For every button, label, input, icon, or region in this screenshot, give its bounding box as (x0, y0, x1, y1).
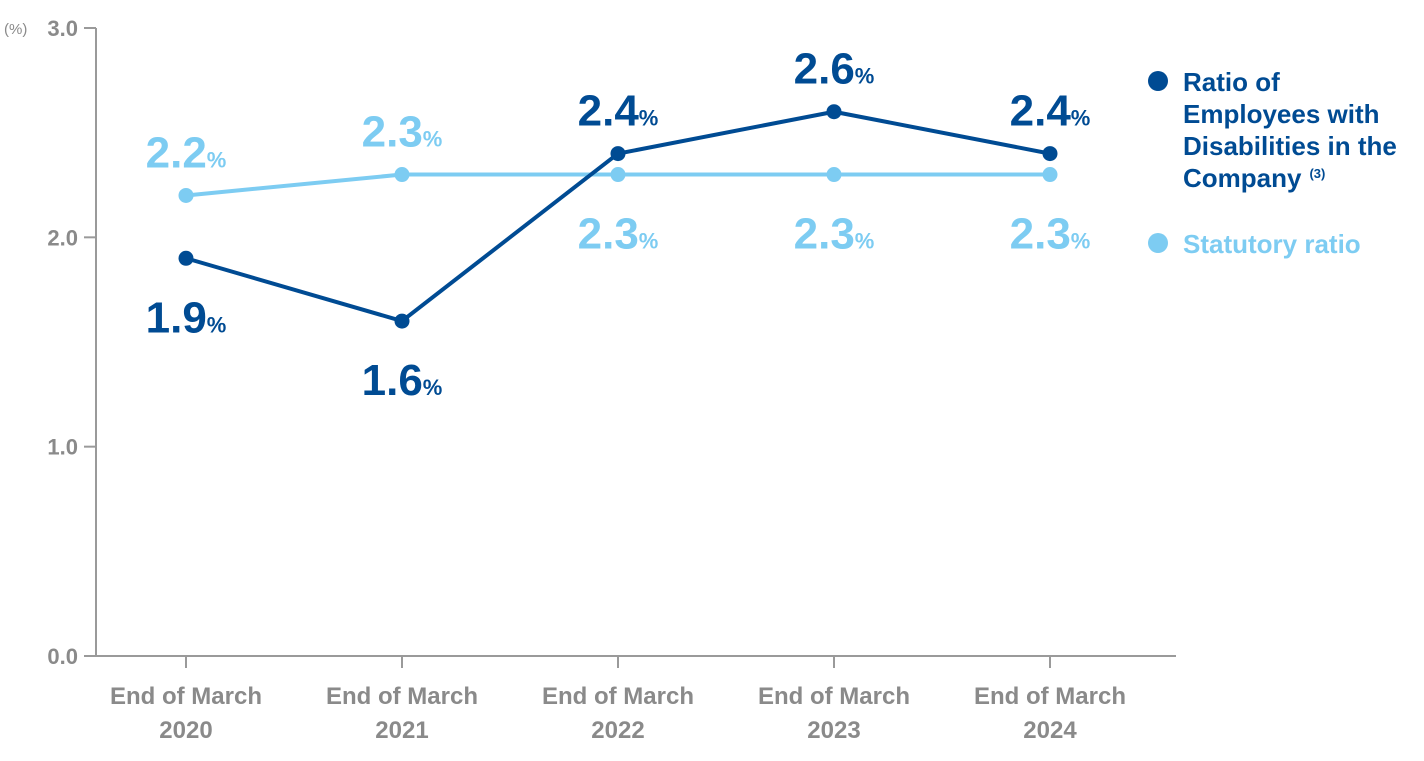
data-label-value: 2.3 (362, 108, 423, 157)
y-tick-label: 2.0 (47, 225, 78, 250)
data-label-value: 2.4 (578, 87, 640, 136)
data-label: 2.3% (1010, 210, 1091, 259)
data-label-percent: % (423, 375, 443, 400)
data-label-value: 2.3 (794, 210, 855, 259)
y-tick-label: 0.0 (47, 644, 78, 669)
data-label: 1.6% (362, 356, 443, 405)
data-point (178, 250, 194, 266)
data-label-value: 2.6 (794, 45, 855, 94)
data-point (610, 146, 626, 162)
data-label-percent: % (639, 106, 659, 131)
x-category-label: End of March (758, 683, 910, 710)
series-points (178, 104, 1058, 329)
data-label-percent: % (1071, 106, 1091, 131)
x-category-year: 2022 (591, 717, 644, 744)
legend-label-statutory: Statutory ratio (1183, 229, 1361, 259)
data-point (394, 313, 410, 329)
data-point (826, 104, 842, 120)
x-category-year: 2024 (1023, 717, 1077, 744)
data-label-percent: % (855, 229, 875, 254)
legend-label-company: Ratio of (1183, 67, 1280, 97)
data-point (1042, 167, 1058, 183)
data-label: 2.4% (1010, 87, 1091, 136)
x-category-year: 2021 (375, 717, 428, 744)
data-label-percent: % (855, 64, 875, 89)
data-label-percent: % (639, 229, 659, 254)
legend-label-company: Disabilities in the (1183, 131, 1397, 161)
y-unit-label: (%) (4, 21, 27, 38)
x-category-label: End of March (110, 683, 262, 710)
x-category-year: 2023 (807, 717, 860, 744)
data-label-percent: % (207, 312, 227, 337)
data-label: 2.3% (578, 210, 659, 259)
data-label: 2.4% (578, 87, 659, 136)
y-tick-label: 1.0 (47, 435, 78, 460)
data-point (394, 167, 410, 183)
axes (95, 28, 1176, 657)
data-label: 2.2% (146, 128, 227, 177)
legend-label-company: Company (3) (1183, 163, 1325, 193)
y-tick-label: 3.0 (47, 16, 78, 41)
data-label: 2.6% (794, 45, 875, 94)
data-label-value: 1.9 (146, 293, 207, 342)
data-label: 2.3% (362, 108, 443, 157)
data-label-value: 2.3 (1010, 210, 1071, 259)
data-label-percent: % (207, 147, 227, 172)
legend-footnote-marker: (3) (1309, 166, 1325, 181)
x-category-label: End of March (542, 683, 694, 710)
x-axis-categories: End of March 2020 End of March 2021 End of M… (110, 656, 1126, 744)
data-label: 1.9% (146, 293, 227, 342)
x-category-label: End of March (974, 683, 1126, 710)
data-point (610, 167, 626, 183)
data-point (826, 167, 842, 183)
data-label: 2.3% (794, 210, 875, 259)
data-label-percent: % (1071, 229, 1091, 254)
x-category-label: End of March (326, 683, 478, 710)
data-label-value: 2.2 (146, 128, 207, 177)
data-point (1042, 146, 1058, 162)
legend-marker-company (1148, 71, 1168, 91)
data-label-value: 2.3 (578, 210, 639, 259)
data-point (178, 187, 194, 203)
x-category-year: 2020 (159, 717, 212, 744)
data-label-value: 1.6 (362, 356, 423, 405)
data-labels: 1.9%1.6%2.4%2.6%2.4%2.2%2.3%2.3% 2.3% 2.3% (146, 45, 1091, 405)
legend-label-company: Employees with (1183, 99, 1380, 129)
legend-marker-statutory (1148, 233, 1168, 253)
data-label-percent: % (423, 127, 443, 152)
y-axis-ticks: 0.0 1.0 2.0 3.0 (%) (4, 16, 96, 669)
data-label-value: 2.4 (1010, 87, 1072, 136)
